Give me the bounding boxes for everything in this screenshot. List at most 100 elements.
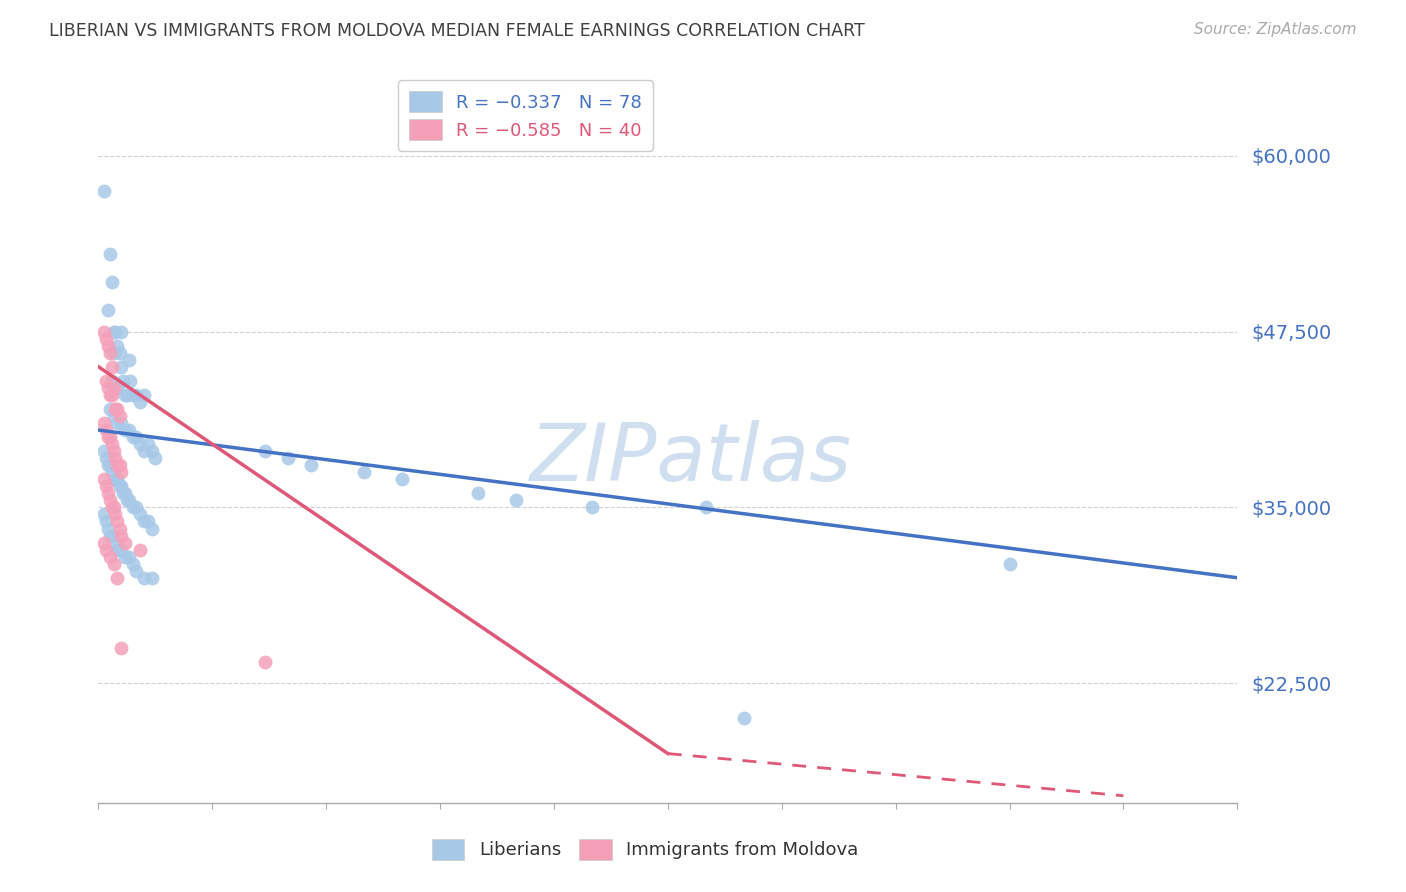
Point — [277, 451, 299, 466]
Point — [108, 479, 131, 493]
Point — [108, 458, 131, 473]
Point — [98, 388, 121, 402]
Point — [107, 472, 129, 486]
Point — [125, 388, 148, 402]
Point — [114, 535, 136, 549]
Point — [254, 444, 277, 458]
Point — [505, 493, 527, 508]
Point — [107, 381, 129, 395]
Point — [101, 465, 124, 479]
Point — [114, 486, 136, 500]
Point — [101, 359, 124, 374]
Point — [111, 486, 134, 500]
Point — [101, 500, 124, 515]
Point — [101, 388, 124, 402]
Point — [103, 444, 125, 458]
Point — [104, 401, 127, 416]
Point — [94, 479, 117, 493]
Point — [110, 325, 132, 339]
Point — [104, 508, 127, 522]
Point — [94, 451, 117, 466]
Point — [129, 542, 152, 557]
Point — [94, 423, 117, 437]
Point — [117, 493, 139, 508]
Point — [132, 515, 155, 529]
Point — [93, 416, 115, 430]
Point — [108, 521, 131, 535]
Point — [132, 388, 155, 402]
Point — [132, 444, 155, 458]
Point — [103, 325, 125, 339]
Point — [93, 472, 115, 486]
Point — [110, 641, 132, 656]
Text: Source: ZipAtlas.com: Source: ZipAtlas.com — [1194, 22, 1357, 37]
Point — [110, 528, 132, 542]
Legend: Liberians, Immigrants from Moldova: Liberians, Immigrants from Moldova — [425, 831, 866, 867]
Point — [98, 345, 121, 359]
Point — [121, 557, 143, 571]
Point — [107, 401, 129, 416]
Point — [103, 557, 125, 571]
Point — [141, 521, 163, 535]
Point — [111, 374, 134, 388]
Point — [98, 401, 121, 416]
Point — [121, 388, 143, 402]
Point — [98, 549, 121, 564]
Point — [254, 655, 277, 669]
Point — [120, 374, 142, 388]
Point — [118, 423, 141, 437]
Point — [107, 542, 129, 557]
Point — [136, 515, 159, 529]
Point — [93, 444, 115, 458]
Point — [117, 388, 139, 402]
Point — [695, 500, 717, 515]
Point — [107, 416, 129, 430]
Point — [121, 430, 143, 444]
Point — [103, 500, 125, 515]
Point — [733, 711, 755, 725]
Point — [110, 542, 132, 557]
Point — [141, 444, 163, 458]
Point — [93, 508, 115, 522]
Point — [121, 500, 143, 515]
Text: ZIPatlas: ZIPatlas — [530, 420, 852, 498]
Point — [110, 359, 132, 374]
Point — [125, 564, 148, 578]
Point — [467, 486, 489, 500]
Point — [98, 430, 121, 444]
Point — [103, 409, 125, 423]
Point — [98, 493, 121, 508]
Point — [110, 479, 132, 493]
Point — [104, 325, 127, 339]
Point — [353, 465, 375, 479]
Point — [118, 352, 141, 367]
Point — [125, 430, 148, 444]
Point — [110, 465, 132, 479]
Point — [94, 515, 117, 529]
Point — [107, 458, 129, 473]
Point — [96, 338, 118, 352]
Point — [108, 409, 131, 423]
Point — [107, 338, 129, 352]
Point — [101, 437, 124, 451]
Point — [114, 549, 136, 564]
Point — [98, 458, 121, 473]
Point — [96, 381, 118, 395]
Point — [581, 500, 603, 515]
Point — [93, 184, 115, 198]
Point — [118, 549, 141, 564]
Point — [136, 437, 159, 451]
Point — [103, 345, 125, 359]
Point — [93, 535, 115, 549]
Point — [96, 458, 118, 473]
Text: LIBERIAN VS IMMIGRANTS FROM MOLDOVA MEDIAN FEMALE EARNINGS CORRELATION CHART: LIBERIAN VS IMMIGRANTS FROM MOLDOVA MEDI… — [49, 22, 865, 40]
Point — [98, 528, 121, 542]
Point — [129, 508, 152, 522]
Point — [104, 451, 127, 466]
Point — [94, 542, 117, 557]
Point — [118, 493, 141, 508]
Point — [93, 325, 115, 339]
Point — [145, 451, 167, 466]
Point — [114, 388, 136, 402]
Point — [108, 345, 131, 359]
